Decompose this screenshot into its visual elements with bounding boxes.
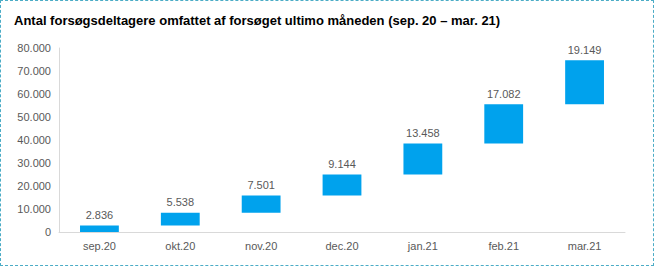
svg-text:19.149: 19.149 [568, 44, 602, 56]
svg-text:30.000: 30.000 [17, 157, 51, 169]
svg-text:0: 0 [45, 226, 51, 238]
svg-text:mar.21: mar.21 [568, 240, 602, 252]
svg-text:nov.20: nov.20 [245, 240, 277, 252]
svg-text:40.000: 40.000 [17, 134, 51, 146]
svg-text:50.000: 50.000 [17, 111, 51, 123]
svg-text:feb.21: feb.21 [488, 240, 519, 252]
svg-text:20.000: 20.000 [17, 180, 51, 192]
svg-text:7.501: 7.501 [247, 179, 275, 191]
svg-text:dec.20: dec.20 [325, 240, 358, 252]
svg-text:5.538: 5.538 [167, 196, 195, 208]
svg-text:Antal forsøgsdeltagere omfatte: Antal forsøgsdeltagere omfattet af forsø… [14, 13, 500, 28]
svg-text:sep.20: sep.20 [83, 240, 116, 252]
svg-text:70.000: 70.000 [17, 65, 51, 77]
svg-text:9.144: 9.144 [328, 158, 356, 170]
svg-text:13.458: 13.458 [406, 127, 440, 139]
svg-text:17.082: 17.082 [487, 88, 521, 100]
svg-text:2.836: 2.836 [86, 209, 114, 221]
svg-text:60.000: 60.000 [17, 88, 51, 100]
svg-text:jan.21: jan.21 [407, 240, 438, 252]
svg-text:okt.20: okt.20 [165, 240, 195, 252]
svg-text:10.000: 10.000 [17, 203, 51, 215]
svg-text:80.000: 80.000 [17, 42, 51, 54]
